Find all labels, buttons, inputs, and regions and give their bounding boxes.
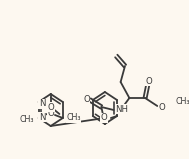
Text: O: O bbox=[47, 108, 54, 118]
Text: O: O bbox=[101, 114, 107, 122]
Text: O: O bbox=[158, 103, 165, 111]
Text: N: N bbox=[39, 113, 45, 121]
Text: NH: NH bbox=[115, 104, 128, 114]
Text: CH₃: CH₃ bbox=[66, 114, 81, 122]
Text: CH₃: CH₃ bbox=[176, 97, 189, 107]
Text: O: O bbox=[83, 94, 90, 104]
Text: O: O bbox=[47, 103, 54, 111]
Text: N: N bbox=[39, 100, 45, 108]
Text: CH₃: CH₃ bbox=[19, 114, 34, 124]
Text: O: O bbox=[145, 76, 152, 86]
